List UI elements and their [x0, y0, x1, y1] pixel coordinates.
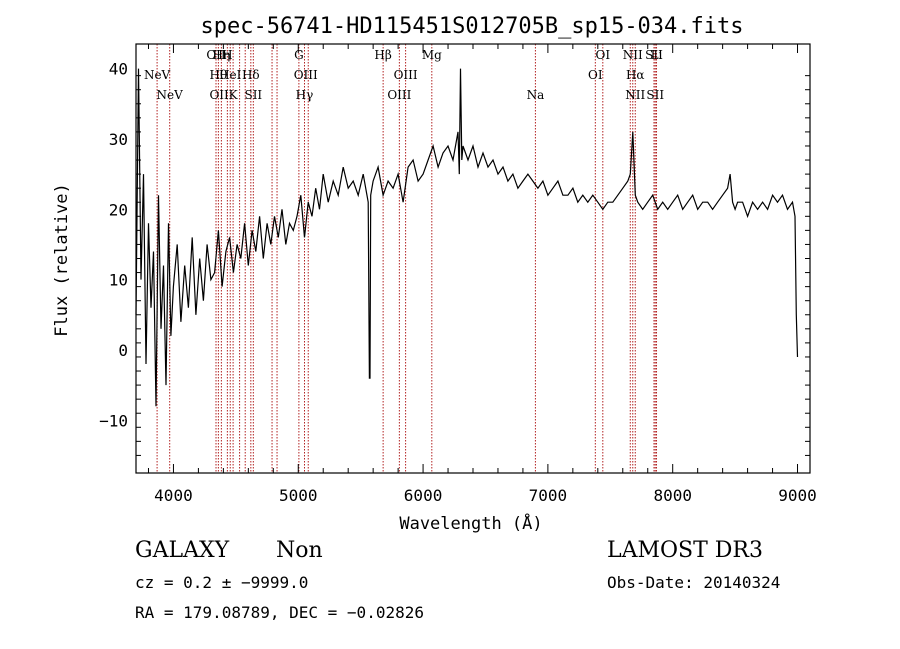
object-class: GALAXY — [135, 538, 230, 563]
chart-title: spec-56741-HD115451S012705B_sp15-034.fit… — [200, 14, 743, 39]
line-label: Li — [651, 48, 663, 62]
line-label: Mg — [422, 48, 442, 62]
x-tick-label: 7000 — [529, 486, 568, 505]
x-tick-label: 8000 — [653, 486, 692, 505]
line-label: NII — [625, 88, 645, 102]
y-axis-label: Flux (relative) — [52, 183, 72, 337]
line-label: OI — [596, 48, 611, 62]
line-label: K — [229, 88, 239, 102]
line-label: H — [222, 48, 232, 62]
spectrum-line — [135, 68, 799, 407]
line-label: OIII — [387, 88, 411, 102]
line-label: Hθ — [210, 68, 228, 82]
line-label: HeI — [219, 68, 242, 82]
line-label: NeV — [157, 88, 184, 102]
x-tick-label: 5000 — [279, 486, 318, 505]
line-label: Hγ — [296, 88, 314, 102]
line-label: Hα — [626, 68, 645, 82]
line-label: SII — [646, 88, 664, 102]
line-label: OI — [588, 68, 603, 82]
line-label: SII — [244, 88, 262, 102]
y-tick-label: 10 — [109, 271, 128, 290]
x-axis-label: Wavelength (Å) — [399, 512, 542, 534]
line-label: Hδ — [242, 68, 260, 82]
y-tick-label: 0 — [118, 341, 128, 360]
y-tick-label: 20 — [109, 200, 128, 219]
line-label: NeV — [144, 68, 171, 82]
line-label: OIII — [394, 68, 418, 82]
y-tick-label: 40 — [109, 60, 128, 79]
y-tick-label: −10 — [99, 411, 128, 430]
line-label: OIII — [294, 68, 318, 82]
line-label: Na — [527, 88, 545, 102]
line-label: Hβ — [374, 48, 391, 62]
line-label: G — [294, 48, 304, 62]
redshift-value: cz = 0.2 ± −9999.0 — [135, 573, 309, 592]
line-label: Hη — [213, 48, 231, 62]
survey-name: LAMOST DR3 — [607, 538, 763, 563]
line-label: NII — [623, 48, 643, 62]
x-tick-label: 6000 — [404, 486, 443, 505]
observation-date: Obs-Date: 20140324 — [607, 573, 781, 592]
sky-coordinates: RA = 179.08789, DEC = −0.02826 — [135, 603, 424, 622]
line-label: OII — [209, 88, 229, 102]
line-label: OII — [206, 48, 226, 62]
object-subclass: Non — [276, 538, 323, 563]
x-tick-label: 4000 — [154, 486, 193, 505]
x-tick-label: 9000 — [778, 486, 817, 505]
line-label: SII — [645, 48, 663, 62]
y-tick-label: 30 — [109, 130, 128, 149]
plot-frame — [135, 43, 811, 474]
